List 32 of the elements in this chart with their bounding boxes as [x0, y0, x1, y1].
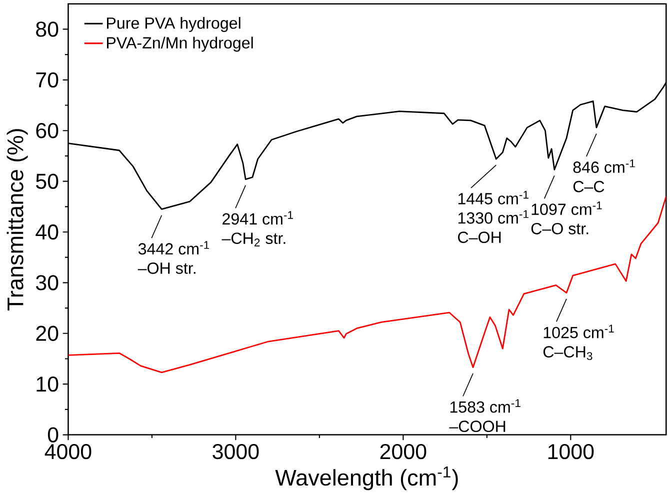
y-tick-label: 0 [48, 427, 58, 442]
annotation: C–C [573, 180, 604, 192]
y-tick-label: 30 [36, 275, 58, 290]
y-tick-label: 50 [36, 174, 58, 189]
y-axis-title: Transmittance (%) [6, 129, 28, 310]
annotation: 3442 cm$^{-1}$ [138, 241, 210, 255]
annotation: 2941 cm$^{-1}$ [222, 211, 293, 225]
y-tick-label: 80 [36, 22, 58, 37]
annotation: –CH$_{2}$ str. [222, 232, 286, 246]
x-tick-label: 3000 [212, 444, 259, 460]
annotation: –OH str. [138, 262, 196, 274]
x-tick-label: 4000 [44, 444, 92, 460]
legend-label: Pure PVA hydrogel [107, 17, 240, 32]
y-tick-label: 70 [36, 72, 58, 88]
y-tick-label: 10 [36, 376, 58, 392]
x-tick-label: 2000 [380, 444, 426, 460]
annotation: 1330 cm$^{-1}$ [458, 210, 528, 224]
x-tick-label: 1000 [548, 444, 594, 460]
annotation: 846 cm$^{-1}$ [573, 159, 635, 173]
legend-label: PVA-Zn/Mn hydrogel [107, 36, 253, 52]
annotation: C–OH [458, 232, 501, 244]
y-tick-label: 60 [36, 123, 58, 138]
annotation: 1583 cm$^{-1}$ [450, 399, 520, 413]
annotation: 1025 cm$^{-1}$ [544, 324, 614, 338]
annotation: C–CH$_{3}$ [543, 346, 592, 360]
annotation: 1097 cm$^{-1}$ [532, 202, 602, 216]
annotation: 1445 cm$^{-1}$ [458, 190, 528, 204]
y-tick-label: 40 [36, 224, 58, 240]
x-axis-title: Wavelength (cm$^{-1}$) [275, 466, 458, 490]
annotation: –COOH [449, 420, 506, 432]
y-tick-label: 20 [36, 326, 58, 342]
annotation: C–O str. [531, 222, 588, 234]
